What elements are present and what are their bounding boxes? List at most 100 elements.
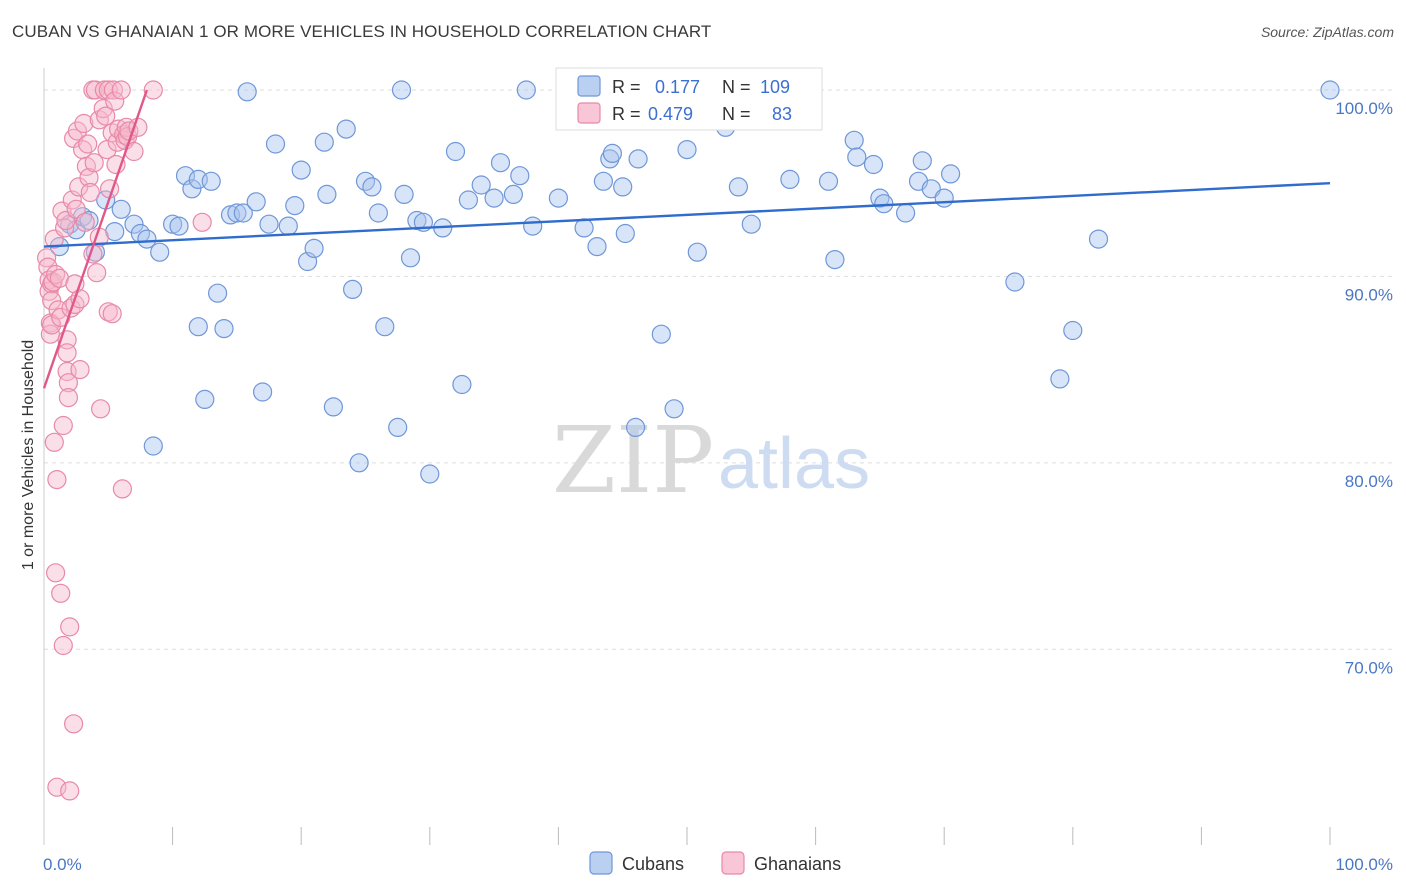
cubans-point-22 [208,283,228,303]
legend-n-label-cubans: N = [722,77,751,97]
cubans-point-30 [259,214,279,234]
cubans-point-61 [503,184,524,204]
cubans-point-96 [940,164,961,184]
legend-r-value-cubans: 0.177 [655,77,700,97]
legend-n-value-cubans: 109 [760,77,790,97]
x-tick-label-left: 0.0% [43,855,82,874]
ghanaians-point-14 [47,470,67,490]
cubans-point-56 [452,374,472,395]
ghanaians-point-28 [58,373,79,393]
cubans-point-85 [825,250,845,270]
watermark-atlas: atlas [718,424,870,504]
cubans-point-9 [124,214,144,234]
cubans-point-18 [188,317,208,337]
cubans-point-32 [278,216,298,236]
ghanaians-point-81 [143,80,163,100]
ghanaians-point-29 [58,388,79,408]
ghanaians-point-13 [45,563,66,583]
cubans-point-33 [285,196,305,216]
cubans-point-70 [602,143,623,163]
legend-r-label-ghanaians: R = [612,104,641,124]
cubans-point-12 [150,242,170,262]
cubans-point-81 [728,177,749,197]
ghanaians-point-15 [47,777,67,797]
bottom-legend-swatch-ghanaians [721,851,745,875]
ghanaians-point-45 [75,212,95,232]
ghanaians-point-54 [87,263,107,283]
cubans-point-84 [818,171,839,191]
cubans-point-57 [458,190,478,210]
watermark-zip: ZIP [552,407,714,514]
cubans-point-31 [265,134,286,154]
cubans-point-23 [214,319,234,339]
cubans-point-44 [362,177,382,197]
legend-r-label-cubans: R = [612,77,641,97]
ghanaians-point-23 [54,218,75,238]
y-tick-label-3: 100.0% [1335,99,1393,118]
cubans-point-77 [677,140,697,160]
cubans-point-82 [741,214,761,234]
y-tick-label-0: 70.0% [1345,658,1393,677]
cubans-point-45 [368,203,388,223]
cubans-point-15 [169,216,189,236]
ghanaians-point-57 [90,399,111,419]
ghanaians-point-47 [78,134,98,154]
ghanaians-point-58 [93,98,113,119]
cubans-point-75 [651,324,671,344]
legend-n-label-ghanaians: N = [722,104,751,124]
cubans-point-11 [137,229,157,249]
cubans-point-25 [227,203,247,223]
cubans-point-95 [934,188,954,208]
ghanaians-point-56 [89,110,109,130]
cubans-point-74 [628,149,648,169]
cubans-point-99 [1063,320,1083,341]
cubans-point-39 [323,397,343,417]
legend-swatch-cubans [577,75,601,97]
cubans-trend-line [43,181,1331,248]
cubans-point-98 [1050,369,1070,389]
cubans-point-55 [445,141,466,162]
legend-swatch-ghanaians [577,102,601,124]
cubans-point-76 [664,399,684,419]
cubans-point-50 [400,248,421,268]
ghanaians-point-60 [96,106,116,126]
cubans-point-8 [111,199,131,219]
cubans-point-63 [516,80,536,100]
cubans-point-29 [237,82,257,102]
ghanaians-point-72 [111,80,131,100]
cubans-point-20 [195,389,215,409]
cubans-point-101 [1320,80,1340,100]
cubans-point-48 [391,80,412,100]
ghanaians-point-11 [44,432,64,452]
cubans-point-83 [780,169,800,189]
ghanaians-point-42 [70,360,90,380]
ghanaians-point-49 [80,182,100,203]
cubans-point-40 [336,119,356,139]
bottom-legend-label-cubans: Cubans [622,854,684,874]
ghanaians-point-31 [60,781,80,801]
ghanaians-point-22 [53,415,73,436]
cubans-point-60 [490,153,511,173]
cubans-point-91 [895,203,916,223]
cubans-point-67 [587,237,607,257]
cubans-point-78 [687,242,707,262]
cubans-point-28 [253,382,273,402]
ghanaians-point-27 [57,343,77,363]
cubans-point-68 [593,171,614,191]
ghanaians-point-52 [84,153,104,173]
cubans-point-13 [143,436,163,456]
cubans-point-42 [349,453,369,473]
y-tick-label-2: 90.0% [1345,285,1393,304]
cubans-point-87 [847,147,867,167]
ghanaians-point-12 [45,264,66,285]
cubans-point-37 [314,132,334,152]
ghanaians-point-65 [102,304,122,324]
cubans-point-88 [863,154,884,175]
cubans-point-59 [484,188,504,208]
cubans-point-71 [613,177,633,197]
cubans-point-65 [548,188,569,208]
cubans-point-49 [394,184,414,204]
bottom-legend-swatch-cubans [589,851,613,875]
cubans-point-17 [182,179,202,199]
